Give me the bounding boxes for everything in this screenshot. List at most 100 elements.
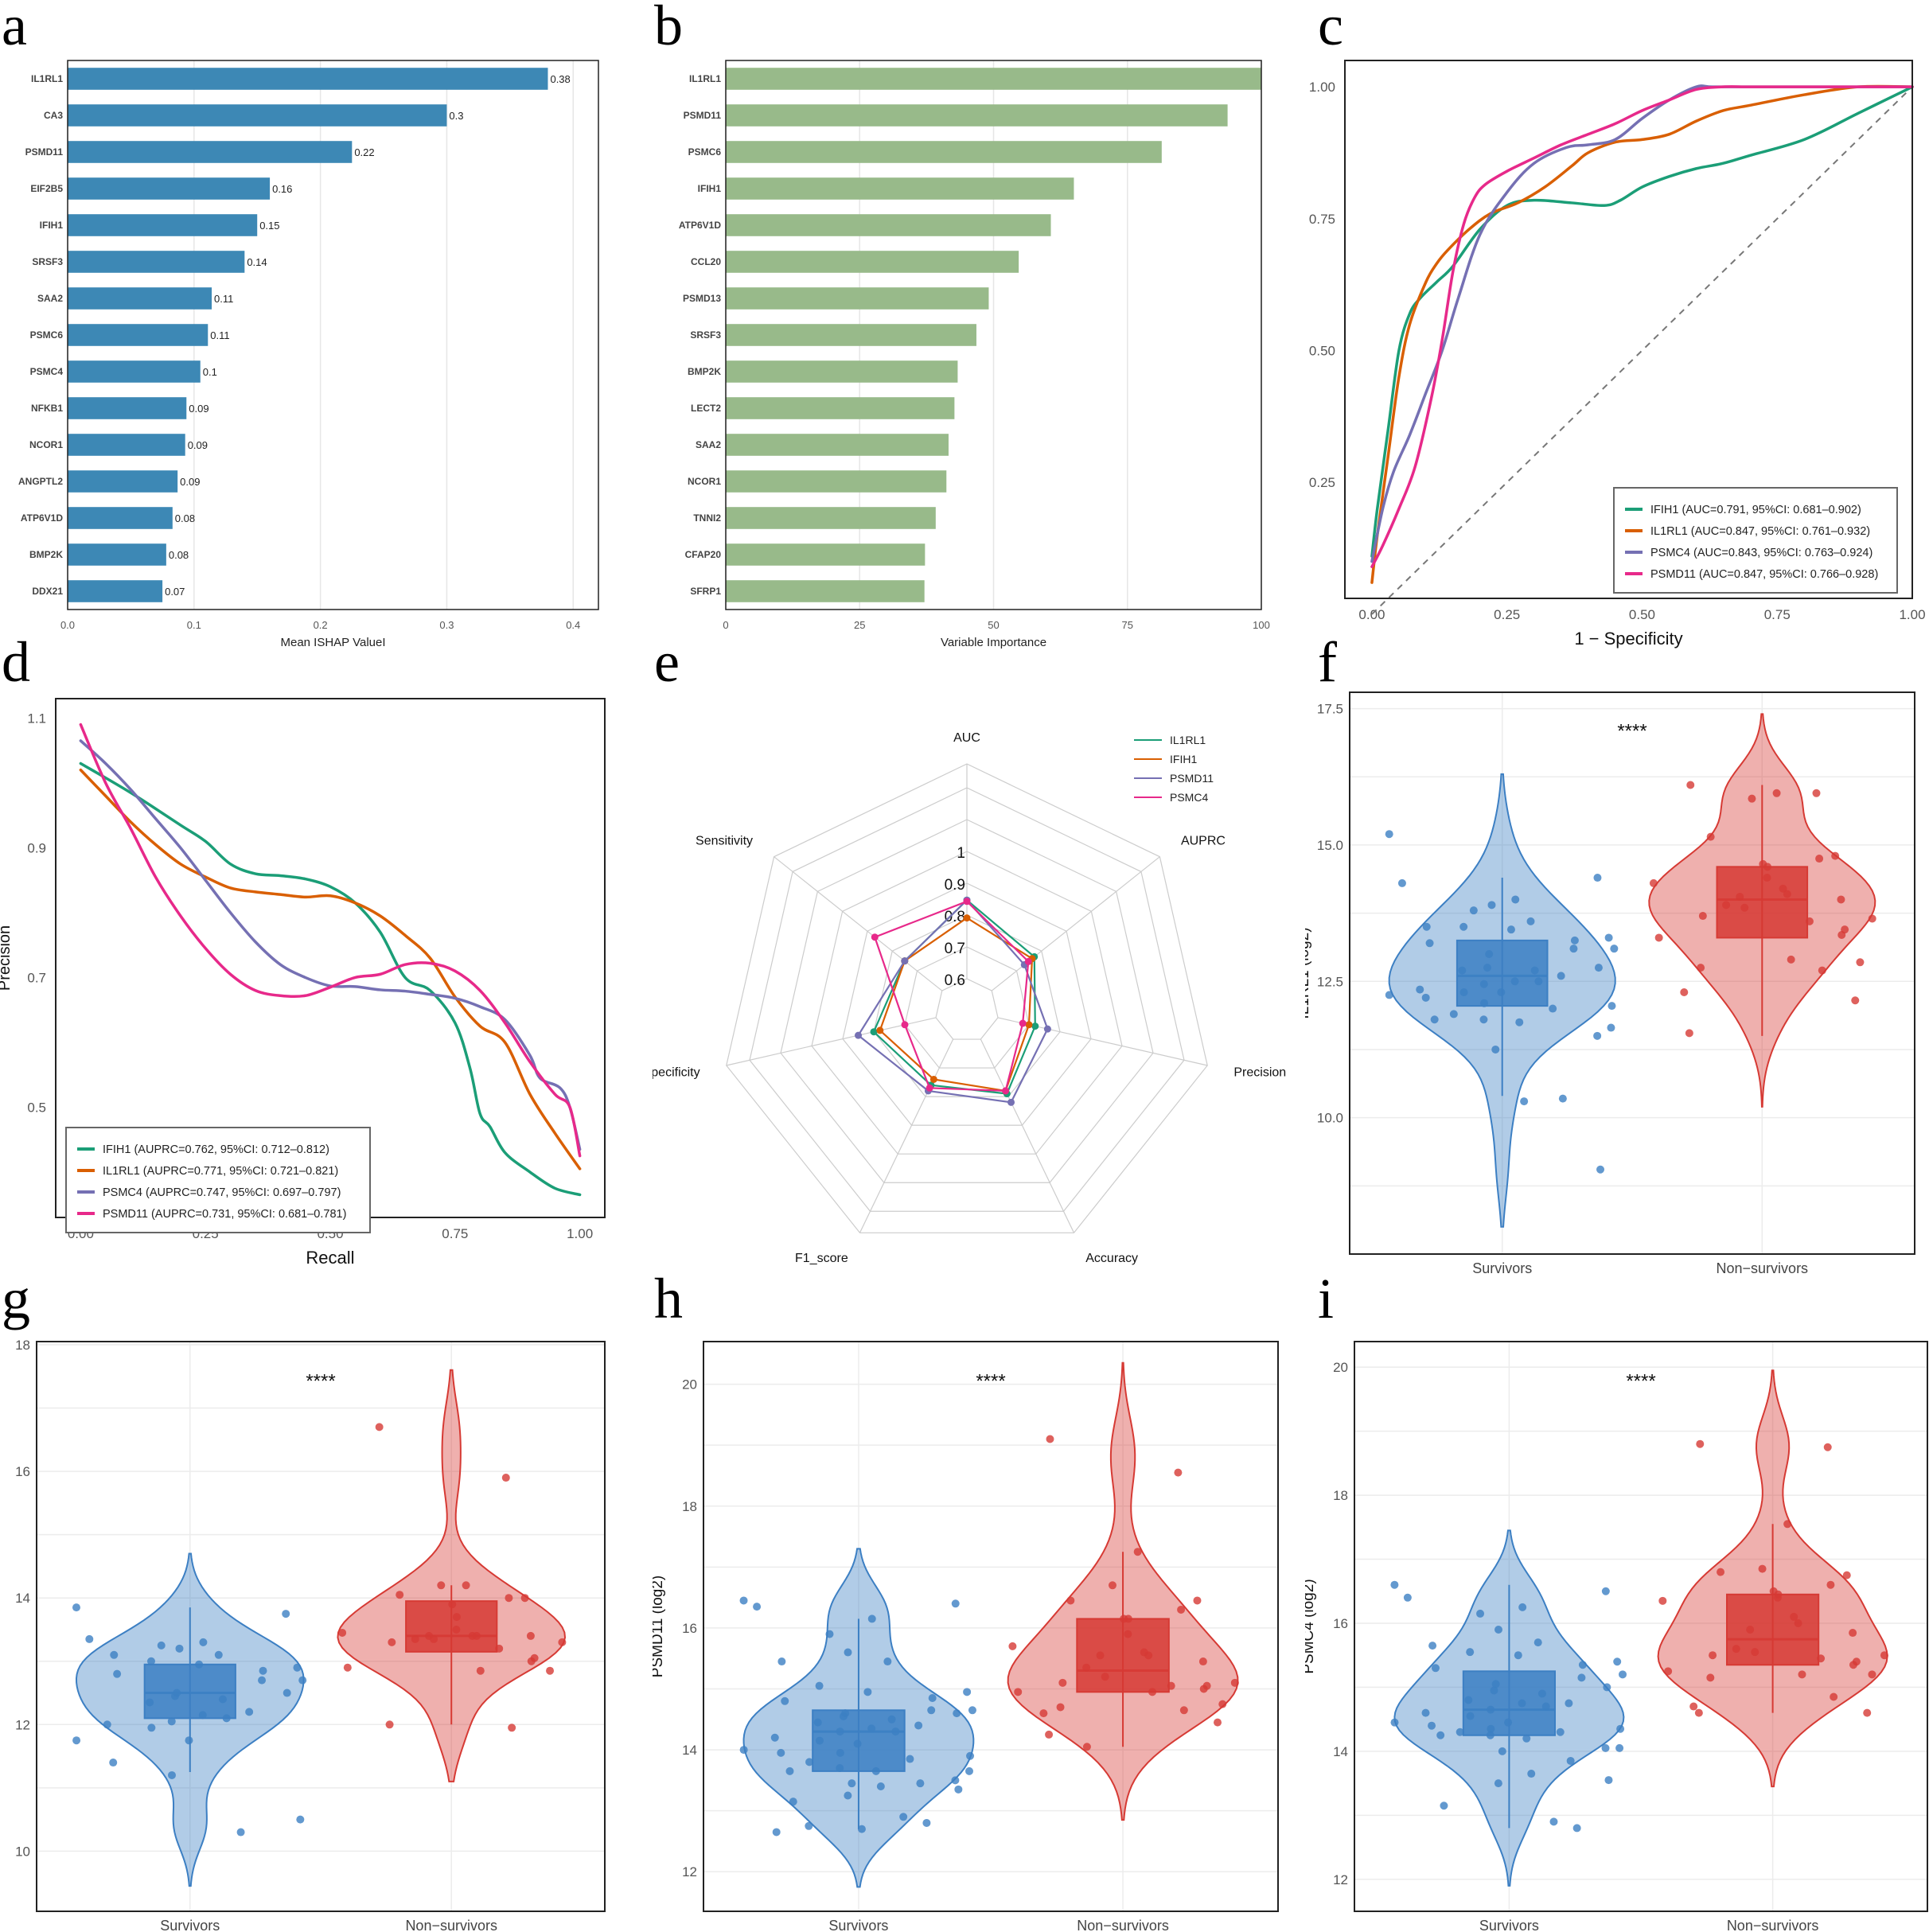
data-point	[293, 1663, 302, 1672]
y-tick-label: 16	[682, 1621, 697, 1636]
panel-letter-h: h	[654, 1267, 683, 1330]
bar	[68, 397, 187, 419]
data-point	[1179, 1706, 1188, 1715]
x-category-label: Non−survivors	[1077, 1918, 1169, 1932]
legend-label: PSMD11	[1170, 772, 1214, 785]
box-iqr	[1716, 866, 1809, 939]
data-point	[1522, 1734, 1531, 1743]
y-tick-label: 0.7	[27, 970, 46, 985]
data-point	[844, 1791, 852, 1800]
data-point	[1837, 895, 1845, 904]
bar	[726, 543, 926, 566]
radar-tick-label: 1	[957, 845, 965, 862]
data-point	[1416, 985, 1424, 994]
bar-value-label: 0.08	[175, 512, 195, 524]
y-category-label: DDX21	[32, 586, 63, 597]
data-point	[1578, 1661, 1587, 1669]
data-point	[1689, 1702, 1698, 1711]
legend-label: IFIH1	[1170, 753, 1197, 765]
data-point	[1458, 966, 1467, 975]
radar-point	[929, 1075, 937, 1083]
data-point	[1772, 789, 1781, 797]
plot-frame	[1354, 1341, 1928, 1912]
data-point	[283, 1689, 291, 1697]
data-point	[1868, 1670, 1876, 1679]
data-point	[1385, 991, 1393, 999]
data-point	[218, 1695, 227, 1704]
y-tick-label: 12	[15, 1717, 30, 1732]
y-category-label: LECT2	[691, 403, 721, 414]
data-point	[113, 1669, 122, 1678]
data-point	[175, 1644, 184, 1653]
y-category-label: IL1RL1	[689, 73, 721, 84]
data-point	[476, 1666, 485, 1675]
y-category-label: IFIH1	[40, 220, 64, 231]
radar-point	[963, 914, 971, 922]
data-point	[1566, 1756, 1575, 1765]
y-axis-title: Precision	[0, 925, 14, 991]
legend-label: PSMD11 (AUC=0.847, 95%CI: 0.766–0.928)	[1650, 568, 1878, 581]
il1rl1-violin-chart: 10.0 12.5 15.0 17.5 Survivors Non−survivors **…	[1305, 691, 1915, 1273]
bar	[726, 580, 925, 602]
y-tick-label: 12.5	[1317, 974, 1343, 989]
y-category-label: TNNI2	[693, 512, 721, 524]
data-point	[1698, 912, 1707, 921]
data-point	[1736, 893, 1744, 902]
y-tick-label: 17.5	[1317, 702, 1343, 717]
x-tick-label: 0.1	[187, 619, 201, 631]
radar-point	[876, 1026, 884, 1034]
x-tick-label: 75	[1122, 619, 1133, 631]
data-point	[1842, 1571, 1851, 1579]
x-tick-label: 0.50	[1629, 607, 1655, 622]
legend-label: IL1RL1 (AUC=0.847, 95%CI: 0.761–0.932)	[1650, 525, 1870, 538]
data-point	[167, 1770, 176, 1779]
legend-label: PSMC4	[1170, 791, 1208, 804]
legend-label: PSMD11 (AUPRC=0.731, 95%CI: 0.681–0.781)	[103, 1208, 346, 1221]
bar	[68, 324, 208, 346]
data-point	[1425, 939, 1434, 948]
data-point	[1487, 901, 1496, 910]
psmc4-violin-chart: 12 14 16 18 20 Survivors Non−survivors **** PSMC…	[1305, 1341, 1928, 1932]
data-point	[906, 1755, 914, 1763]
data-point	[1511, 895, 1520, 904]
bar-value-label: 0.15	[259, 220, 279, 232]
data-point	[839, 1712, 848, 1720]
data-point	[853, 1739, 862, 1748]
y-category-label: BMP2K	[688, 366, 721, 377]
data-point	[1783, 890, 1791, 898]
box-iqr	[1076, 1618, 1170, 1693]
data-point	[883, 1657, 892, 1666]
data-point	[1763, 874, 1771, 882]
data-point	[1497, 987, 1506, 996]
data-point	[1696, 1439, 1705, 1448]
data-point	[876, 1782, 885, 1791]
bar	[726, 68, 1261, 90]
data-point	[1717, 1568, 1725, 1576]
bar	[726, 287, 989, 310]
data-point	[1654, 933, 1663, 942]
data-point	[1428, 1721, 1436, 1730]
x-tick-label: 50	[988, 619, 999, 631]
bar-value-label: 0.11	[210, 329, 229, 341]
data-point	[259, 1666, 267, 1675]
data-point	[1449, 1010, 1458, 1019]
data-point	[411, 1634, 419, 1643]
data-point	[1101, 1673, 1109, 1681]
series-line-ifih1	[1370, 85, 1914, 558]
data-point	[214, 1650, 223, 1659]
data-point	[1649, 878, 1658, 887]
y-tick-label: 16	[15, 1464, 30, 1479]
x-axis-title: Variable Importance	[941, 636, 1046, 649]
x-tick-label: 0.4	[566, 619, 580, 631]
series-line-il1rl1	[79, 768, 582, 1170]
y-tick-label: 18	[1333, 1488, 1348, 1503]
data-point	[857, 1825, 866, 1833]
bar-value-label: 0.3	[449, 110, 463, 122]
data-point	[1577, 1673, 1586, 1682]
y-tick-label: 10	[15, 1844, 30, 1859]
bar	[68, 177, 271, 200]
data-point	[452, 1625, 461, 1634]
data-point	[147, 1724, 156, 1732]
x-tick-label: 0.00	[1358, 607, 1385, 622]
data-point	[772, 1828, 781, 1837]
